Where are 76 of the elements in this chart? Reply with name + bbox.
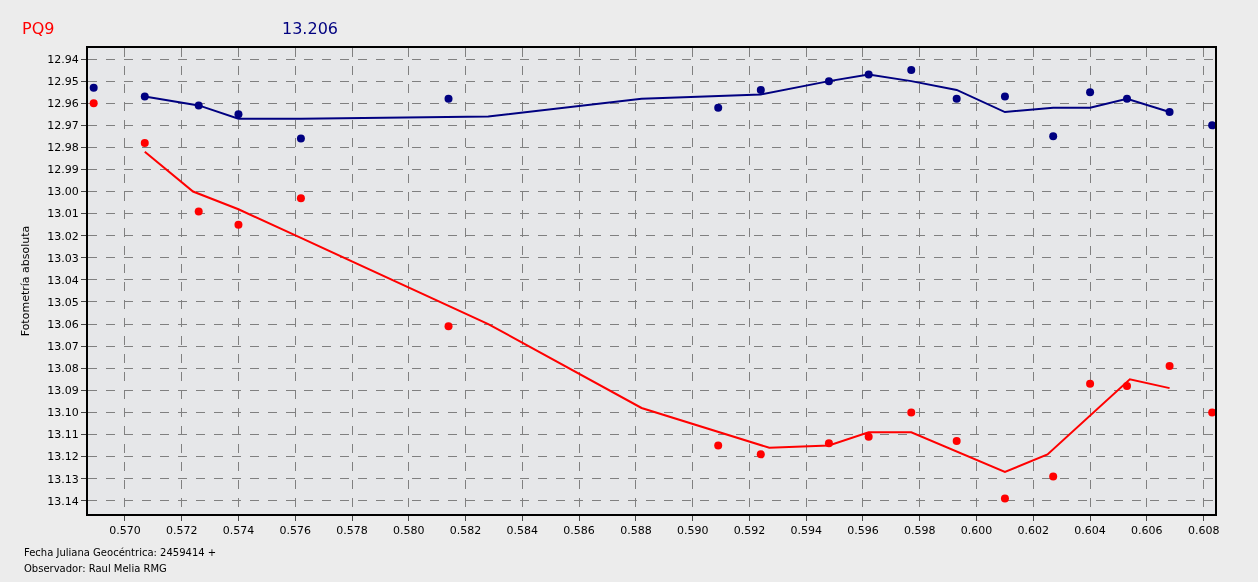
y-axis-title: Fotometría absoluta: [19, 225, 33, 337]
y-tick-label: 13.01: [47, 207, 79, 221]
point: [864, 432, 873, 441]
x-tick-label: 0.576: [279, 524, 311, 538]
x-tick-label: 0.604: [1074, 524, 1106, 538]
point: [1000, 92, 1009, 101]
point: [756, 85, 765, 94]
point: [89, 83, 98, 92]
x-tick-label: 0.570: [109, 524, 141, 538]
y-tick-label: 12.95: [47, 74, 79, 88]
point: [1208, 121, 1215, 130]
x-tick-label: 0.574: [222, 524, 255, 538]
x-tick-label: 0.588: [620, 524, 652, 538]
point: [907, 408, 916, 417]
y-tick-label: 12.94: [47, 52, 79, 66]
point: [1086, 379, 1095, 388]
point: [444, 94, 453, 103]
point: [714, 441, 723, 450]
y-tick-label: 12.99: [47, 163, 79, 177]
point: [756, 450, 765, 459]
point: [1208, 408, 1215, 417]
line-series: [143, 150, 1171, 474]
point: [89, 99, 98, 108]
point: [296, 194, 305, 203]
y-tick-label: 13.14: [47, 494, 79, 508]
chart-title: PQ9: [22, 19, 55, 38]
x-tick-label: 0.602: [1017, 524, 1050, 538]
y-tick-label: 13.08: [47, 362, 79, 376]
chart-subtitle: 13.206: [282, 19, 338, 38]
y-tick-label: 13.06: [47, 317, 79, 331]
x-tick-label: 0.598: [904, 524, 936, 538]
point: [952, 94, 961, 103]
y-tick-label: 13.07: [47, 340, 79, 353]
y-tick-label: 13.12: [47, 450, 79, 464]
y-tick-label: 12.98: [47, 141, 79, 155]
x-tick-label: 0.592: [733, 524, 766, 538]
point: [1165, 108, 1174, 117]
point: [194, 207, 203, 216]
y-tick-label: 12.96: [47, 97, 79, 111]
x-tick-label: 0.578: [336, 524, 368, 538]
x-tick-label: 0.594: [790, 524, 822, 538]
y-tick-label: 13.04: [47, 273, 79, 287]
point: [907, 66, 916, 75]
y-tick-label: 13.09: [47, 384, 79, 398]
x-tick-label: 0.572: [165, 524, 198, 538]
y-tick-label: 13.02: [47, 229, 79, 243]
point: [952, 437, 961, 446]
y-tick-label: 13.13: [47, 472, 79, 486]
point: [1049, 472, 1058, 481]
x-tick-label: 0.590: [676, 524, 709, 538]
y-tick-label: 13.03: [47, 251, 79, 265]
y-tick-label: 13.10: [47, 406, 79, 420]
text: Fecha Juliana Geocéntrica: 2459414 +: [24, 547, 217, 558]
x-tick-label: 0.606: [1131, 524, 1163, 538]
point: [140, 138, 149, 147]
x-tick-label: 0.580: [393, 524, 425, 538]
point: [234, 110, 243, 119]
x-tick-label: 0.582: [449, 524, 482, 538]
x-tick-label: 0.600: [960, 524, 993, 538]
x-tick-label: 0.586: [563, 524, 595, 538]
point: [1165, 362, 1174, 371]
y-tick-label: 13.05: [47, 295, 79, 309]
y-tick-label: 12.97: [47, 119, 79, 133]
point: [296, 134, 305, 143]
point: [1049, 132, 1058, 141]
point: [714, 103, 723, 112]
x-tick-label: 0.596: [847, 524, 879, 538]
y-tick-label: 13.11: [47, 428, 79, 442]
x-tick-label: 0.584: [506, 524, 539, 538]
x-tick-label: 0.608: [1187, 524, 1220, 538]
point: [1086, 88, 1095, 97]
point: [444, 322, 453, 331]
point: [234, 220, 243, 229]
text: Observador: Raul Melia RMG: [24, 563, 167, 574]
point: [1000, 494, 1009, 503]
y-tick-label: 13.00: [47, 185, 79, 199]
